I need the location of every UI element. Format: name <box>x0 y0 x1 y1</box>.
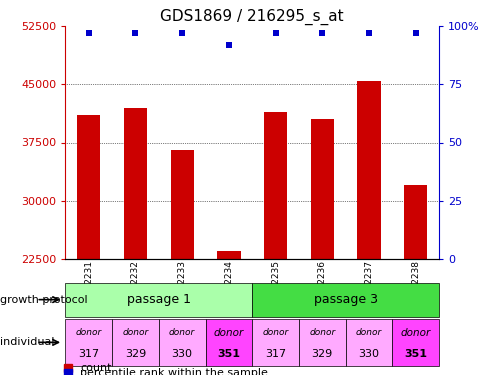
Text: donor: donor <box>262 328 288 338</box>
Text: 317: 317 <box>264 349 286 359</box>
Text: individual: individual <box>0 338 54 347</box>
Text: percentile rank within the sample: percentile rank within the sample <box>80 368 267 375</box>
Bar <box>252 319 298 366</box>
Bar <box>65 283 252 316</box>
Bar <box>392 319 438 366</box>
Bar <box>170 150 194 259</box>
Title: GDS1869 / 216295_s_at: GDS1869 / 216295_s_at <box>160 9 343 25</box>
Bar <box>65 319 112 366</box>
Text: 329: 329 <box>311 349 332 359</box>
Bar <box>263 111 287 259</box>
Bar <box>158 319 205 366</box>
Text: 330: 330 <box>358 349 378 359</box>
Bar <box>217 251 240 259</box>
Text: growth protocol: growth protocol <box>0 295 88 304</box>
Text: 317: 317 <box>78 349 99 359</box>
Text: donor: donor <box>400 328 430 338</box>
Text: passage 3: passage 3 <box>313 293 377 306</box>
Bar <box>345 319 392 366</box>
Bar <box>252 283 438 316</box>
Bar <box>123 108 147 259</box>
Bar <box>112 319 158 366</box>
Text: donor: donor <box>213 328 243 338</box>
Text: donor: donor <box>122 328 148 338</box>
Bar <box>205 319 252 366</box>
Bar <box>77 116 100 259</box>
Text: donor: donor <box>76 328 102 338</box>
Text: donor: donor <box>355 328 381 338</box>
Bar <box>357 81 380 259</box>
Text: count: count <box>80 363 111 373</box>
Text: 330: 330 <box>171 349 192 359</box>
Text: donor: donor <box>308 328 334 338</box>
Text: passage 1: passage 1 <box>127 293 190 306</box>
Text: donor: donor <box>169 328 195 338</box>
Text: 351: 351 <box>217 349 240 359</box>
Text: 351: 351 <box>403 349 426 359</box>
Text: 329: 329 <box>124 349 146 359</box>
Bar <box>298 319 345 366</box>
Bar <box>403 185 426 259</box>
Bar <box>310 119 333 259</box>
